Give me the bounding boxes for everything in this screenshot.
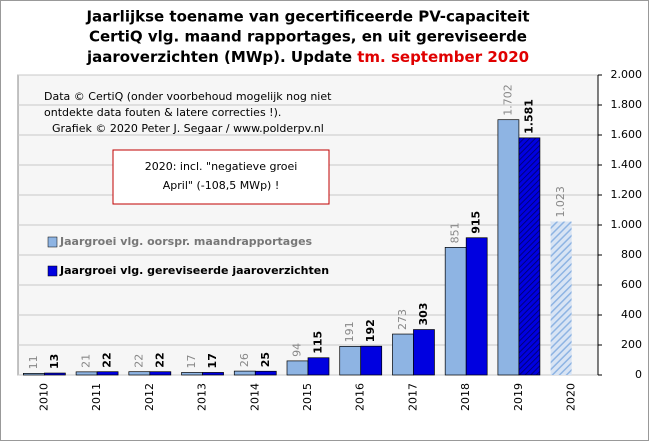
value-label: 1.023: [554, 186, 567, 218]
x-tick-label: 2010: [37, 383, 50, 411]
value-label: 851: [449, 222, 462, 243]
legend-swatch: [47, 265, 58, 277]
annotation: Grafiek © 2020 Peter J. Segaar / www.pol…: [52, 122, 324, 135]
value-label: 22: [132, 354, 145, 368]
bar: [149, 371, 172, 376]
value-label: 26: [238, 353, 251, 367]
value-label: 17: [206, 353, 219, 368]
x-tick-label: 2016: [354, 383, 367, 411]
chart-title: Jaarlijkse toename van gecertificeerde P…: [85, 8, 529, 26]
bar: [307, 357, 330, 376]
chart-title: CertiQ vlg. maand rapportages, en uit ge…: [89, 28, 527, 46]
bar: [96, 371, 119, 376]
value-label: 915: [470, 211, 483, 234]
value-label: 1.702: [501, 84, 514, 115]
value-label: 115: [312, 331, 325, 354]
value-label: 11: [27, 355, 40, 369]
y-tick-label: 0: [635, 368, 642, 381]
value-label: 22: [101, 352, 114, 367]
bar: [233, 370, 256, 376]
bar: [44, 372, 66, 376]
value-label: 21: [80, 354, 93, 368]
legend-label: Jaargroei vlg. gereviseerde jaaroverzich…: [59, 264, 329, 277]
value-label: 273: [396, 309, 409, 330]
note: April" (-108,5 MWp) !: [163, 179, 280, 192]
legend-label: Jaargroei vlg. oorspr. maandrapportages: [59, 235, 313, 248]
y-tick-label: 600: [621, 278, 642, 291]
bar: [360, 345, 383, 376]
bar: [550, 221, 572, 375]
x-tick-label: 2020: [565, 383, 578, 411]
x-tick-label: 2011: [90, 383, 103, 411]
bar: [392, 333, 414, 376]
title-highlight: tm. september 2020: [357, 48, 529, 66]
bar: [286, 360, 309, 376]
value-label: 13: [48, 354, 61, 369]
y-tick-label: 1.800: [611, 98, 643, 111]
y-tick-label: 400: [621, 308, 642, 321]
chart-title: jaaroverzichten (MWp). Update tm. septem…: [86, 48, 529, 66]
note-box: [112, 149, 330, 205]
bar: [497, 119, 520, 376]
legend-swatch: [47, 236, 58, 248]
value-label: 303: [417, 303, 430, 326]
note: 2020: incl. "negatieve groei: [145, 160, 298, 173]
x-tick-label: 2014: [248, 383, 261, 411]
annotation: ontdekte data fouten & latere correcties…: [44, 106, 281, 119]
bar: [202, 372, 224, 376]
annotation: Data © CertiQ (onder voorbehoud mogelijk…: [44, 90, 332, 103]
value-label: 25: [259, 352, 272, 367]
bar: [23, 373, 45, 376]
x-tick-label: 2013: [196, 383, 209, 411]
value-label: 94: [291, 343, 304, 357]
value-label: 17: [185, 354, 198, 368]
bar: [518, 137, 541, 376]
y-tick-label: 200: [621, 338, 642, 351]
y-tick-label: 2.000: [611, 68, 643, 81]
y-tick-label: 1.200: [611, 188, 643, 201]
x-tick-label: 2012: [143, 383, 156, 411]
value-label: 191: [343, 321, 356, 342]
x-tick-label: 2018: [459, 383, 472, 411]
bar: [413, 329, 435, 376]
y-tick-label: 1.000: [611, 218, 643, 231]
value-label: 1.581: [522, 99, 535, 134]
title-part: jaaroverzichten (MWp). Update: [86, 48, 357, 66]
bar: [181, 372, 203, 376]
y-tick-label: 800: [621, 248, 642, 261]
bar: [339, 346, 362, 376]
x-tick-label: 2017: [406, 383, 419, 411]
y-tick-label: 1.600: [611, 128, 643, 141]
y-tick-label: 1.400: [611, 158, 643, 171]
x-tick-label: 2019: [512, 383, 525, 411]
value-label: 192: [364, 319, 377, 342]
bar: [465, 237, 488, 376]
bar: [254, 370, 277, 376]
x-tick-label: 2015: [301, 383, 314, 411]
bar: [75, 371, 98, 376]
bar: [128, 371, 151, 376]
value-label: 22: [153, 352, 166, 367]
bar: [444, 247, 467, 376]
